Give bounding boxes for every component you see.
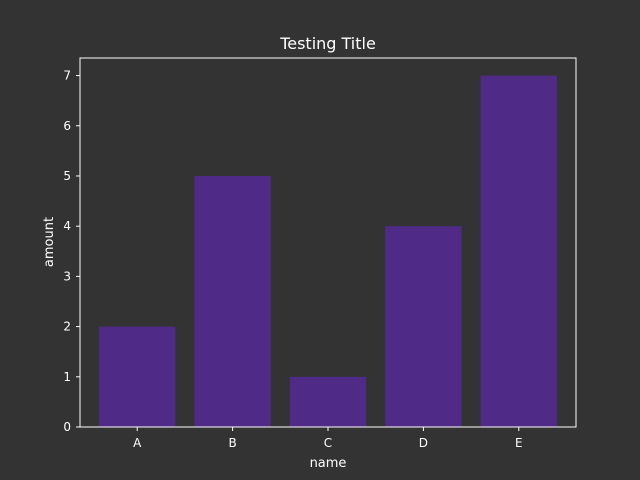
y-tick-label-4: 4 xyxy=(63,219,71,233)
y-axis: 0 1 2 3 4 5 6 7 xyxy=(63,69,80,434)
x-axis: A B C D E xyxy=(133,427,523,450)
bars-layer xyxy=(99,75,557,428)
x-tick-label-a: A xyxy=(133,436,142,450)
bar-e xyxy=(480,75,557,428)
y-tick-label-3: 3 xyxy=(63,269,71,283)
x-tick-label-d: D xyxy=(419,436,428,450)
bar-d xyxy=(385,226,462,427)
y-tick-label-5: 5 xyxy=(63,169,71,183)
y-tick-label-2: 2 xyxy=(63,320,71,334)
bar-b xyxy=(194,175,271,427)
bar-c xyxy=(289,376,367,427)
bar-a xyxy=(99,326,176,427)
x-axis-label: name xyxy=(310,456,347,471)
x-tick-label-e: E xyxy=(515,436,523,450)
y-tick-label-6: 6 xyxy=(63,119,71,133)
y-tick-label-7: 7 xyxy=(63,69,71,83)
y-axis-label: amount xyxy=(42,217,57,267)
y-tick-label-1: 1 xyxy=(63,370,71,384)
y-tick-label-0: 0 xyxy=(63,420,71,434)
x-tick-label-c: C xyxy=(324,436,332,450)
chart-title: Testing Title xyxy=(279,34,376,53)
x-tick-label-b: B xyxy=(228,436,236,450)
